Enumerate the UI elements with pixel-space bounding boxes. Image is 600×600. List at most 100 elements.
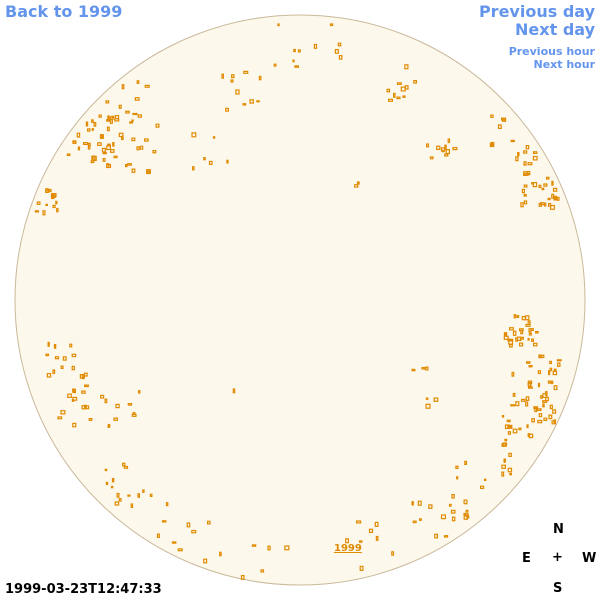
magnetic-contour — [258, 75, 262, 81]
magnetic-contour — [110, 485, 114, 489]
magnetic-contour — [45, 353, 50, 357]
magnetic-contour — [129, 121, 133, 124]
magnetic-contour — [404, 64, 409, 70]
magnetic-contour — [521, 188, 526, 194]
magnetic-contour — [114, 501, 120, 506]
magnetic-contour — [106, 126, 110, 132]
magnetic-contour — [72, 422, 77, 428]
magnetic-contour — [538, 354, 543, 359]
magnetic-contour — [547, 197, 551, 201]
magnetic-contour — [507, 425, 512, 429]
back-to-year-link[interactable]: Back to 1999 — [5, 2, 123, 21]
magnetic-contour — [503, 332, 508, 337]
magnetic-contour — [528, 328, 532, 333]
magnetic-contour — [251, 544, 257, 547]
magnetic-contour — [359, 565, 364, 571]
magnetic-contour — [503, 458, 506, 463]
magnetic-contour — [161, 520, 167, 523]
magnetic-contour — [525, 323, 531, 327]
magnetic-contour — [433, 397, 439, 402]
magnetic-contour — [171, 541, 177, 544]
magnetic-contour — [533, 406, 539, 410]
magnetic-contour — [243, 70, 249, 74]
magnetic-contour — [523, 200, 528, 205]
magnetic-contour — [165, 502, 169, 507]
previous-day-link[interactable]: Previous day — [478, 2, 595, 21]
magnetic-contour — [510, 404, 516, 407]
magnetic-contour — [523, 150, 528, 154]
magnetic-contour — [543, 183, 548, 187]
magnetic-contour — [260, 569, 265, 573]
magnetic-contour — [127, 494, 131, 497]
magnetic-contour — [88, 418, 93, 421]
magnetic-contour — [136, 80, 140, 84]
next-hour-link[interactable]: Next hour — [533, 58, 596, 71]
magnetic-contour — [146, 169, 151, 175]
magnetic-contour — [82, 142, 89, 146]
magnetic-contour — [543, 417, 548, 422]
magnetic-contour — [123, 465, 129, 469]
magnetic-contour — [504, 438, 508, 442]
magnetic-contour — [526, 172, 530, 176]
magnetic-contour — [186, 522, 191, 528]
magnetic-contour — [100, 134, 104, 139]
magnetic-contour — [297, 49, 301, 53]
magnetic-contour — [456, 476, 459, 480]
compass-north: N — [553, 522, 564, 537]
previous-hour-link[interactable]: Previous hour — [508, 45, 595, 58]
magnetic-contour — [527, 338, 530, 341]
magnetic-contour — [131, 119, 134, 122]
magnetic-contour — [60, 410, 66, 415]
magnetic-contour — [267, 545, 271, 551]
magnetic-contour — [52, 369, 56, 374]
magnetic-contour — [121, 462, 126, 467]
magnetic-contour — [137, 493, 140, 498]
magnetic-contour — [538, 203, 543, 207]
magnetic-contour — [219, 551, 222, 557]
magnetic-contour — [242, 103, 247, 106]
magnetic-contour — [359, 540, 363, 543]
magnetic-contour — [550, 380, 554, 385]
magnetic-contour — [434, 533, 439, 539]
magnetic-contour — [425, 366, 429, 371]
magnetic-contour — [509, 343, 513, 348]
magnetic-contour — [109, 118, 113, 124]
magnetic-contour — [501, 464, 506, 469]
compass-west: W — [582, 551, 597, 566]
magnetic-contour — [45, 188, 49, 193]
year-link[interactable]: 1999 — [334, 543, 362, 554]
magnetic-contour — [292, 59, 295, 63]
magnetic-contour — [91, 128, 94, 131]
magnetic-contour — [67, 393, 72, 399]
magnetic-contour — [450, 509, 456, 514]
magnetic-contour — [519, 336, 525, 340]
magnetic-contour — [553, 385, 558, 391]
magnetic-contour — [532, 182, 538, 188]
magnetic-contour — [428, 504, 433, 509]
magnetic-contour — [106, 145, 112, 151]
magnetic-contour — [512, 330, 517, 336]
magnetic-contour — [448, 503, 452, 507]
magnetic-contour — [113, 417, 119, 421]
magnetic-contour — [84, 404, 87, 409]
magnetic-contour — [503, 335, 509, 340]
next-day-link[interactable]: Next day — [515, 20, 595, 39]
magnetic-contour — [106, 164, 112, 169]
magnetic-contour — [515, 337, 518, 342]
magnetic-contour — [520, 398, 526, 402]
magnetic-contour — [337, 42, 342, 47]
magnetic-contour — [526, 424, 529, 429]
magnetic-contour — [273, 63, 277, 67]
magnetic-contour — [451, 516, 456, 522]
magnetic-contour — [87, 142, 91, 147]
magnetic-contour — [506, 419, 511, 423]
magnetic-contour — [142, 489, 145, 493]
magnetic-contour — [71, 365, 75, 371]
magnetic-contour — [549, 360, 552, 365]
magnetic-contour — [52, 204, 56, 209]
magnetic-contour — [118, 498, 122, 502]
magnetic-contour — [93, 121, 97, 127]
magnetic-contour — [426, 143, 430, 148]
magnetic-contour — [524, 315, 530, 321]
